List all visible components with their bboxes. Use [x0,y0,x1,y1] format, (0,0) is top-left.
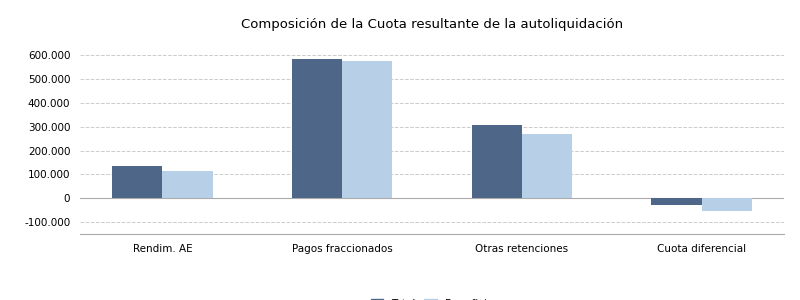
Legend: Total, Beneficio: Total, Beneficio [366,295,498,300]
Title: Composición de la Cuota resultante de la autoliquidación: Composición de la Cuota resultante de la… [241,18,623,31]
Bar [292,59,342,198]
Bar [702,198,752,211]
Bar [651,198,702,206]
Bar [471,125,522,198]
Bar [342,61,393,198]
Bar [112,166,162,198]
Bar [522,134,572,198]
Bar [162,171,213,198]
